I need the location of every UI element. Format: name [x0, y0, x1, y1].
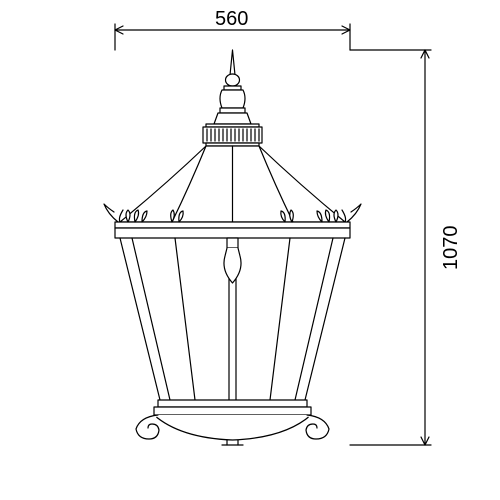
crown-band [203, 124, 262, 146]
diagram-canvas: 560 1070 [0, 0, 500, 500]
finial [214, 50, 251, 124]
bulb [224, 238, 241, 283]
base [136, 415, 329, 445]
width-dimension-label: 560 [215, 8, 248, 31]
dimension-height [350, 50, 431, 445]
ear-right [347, 204, 361, 222]
lantern-drawing [0, 0, 500, 500]
bottom-rail [154, 400, 311, 415]
height-dimension-label: 1070 [440, 226, 463, 271]
roof [119, 146, 345, 222]
ear-left [104, 204, 118, 222]
